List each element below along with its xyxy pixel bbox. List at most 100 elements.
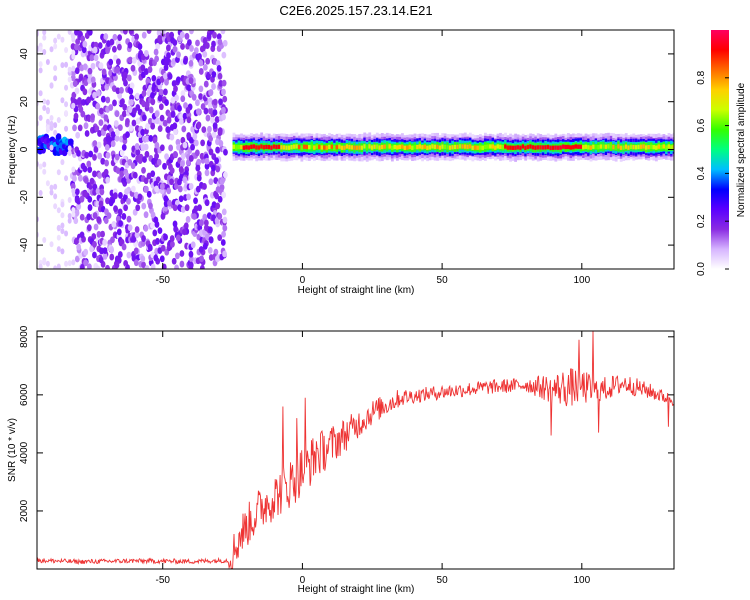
spectrogram-cell	[104, 144, 110, 151]
spectrogram-cell	[93, 146, 99, 153]
spectrogram-cell	[172, 39, 178, 47]
spectrogram-cell	[137, 193, 143, 201]
y-tick-label: 20	[19, 96, 30, 108]
spectrogram-cell	[390, 145, 394, 150]
y-tick-label: 2000	[19, 499, 30, 522]
spectrogram-cell	[126, 74, 132, 82]
spectrogram-cell	[516, 145, 520, 150]
spectrogram-cell	[154, 221, 160, 228]
spectrogram-cell	[184, 204, 190, 212]
spectrogram-cell	[109, 253, 115, 261]
spectrogram-cell	[92, 153, 97, 161]
spectrogram-cell	[49, 82, 54, 89]
spectrogram-cell	[144, 101, 150, 109]
spectrogram-cell	[186, 84, 192, 92]
spectrogram-cell	[215, 165, 221, 173]
spectrogram-cell	[67, 30, 72, 35]
x-tick-label: 100	[573, 575, 590, 586]
spectrogram-cell	[201, 126, 207, 134]
spectrogram-cell	[103, 217, 109, 224]
spectrogram-cell	[211, 201, 217, 209]
spectrogram-cell	[140, 255, 146, 263]
spectrogram-cell	[205, 233, 210, 241]
spectrogram-cell	[554, 145, 558, 150]
spectrogram-cell	[589, 145, 593, 150]
spectrogram-cell	[345, 144, 349, 149]
colorbar: 0.0 0.2 0.4 0.6 0.8 Normalized spectral ampl…	[696, 30, 747, 276]
spectrogram-cell	[77, 124, 83, 132]
spectrogram-cell	[622, 145, 626, 150]
snr-ylabel: SNR (10 * v/v)	[7, 418, 18, 482]
spectrogram-cell	[559, 145, 563, 150]
spectrogram-cell	[183, 102, 188, 109]
spectrogram-cell	[489, 144, 492, 149]
y-tick-label: 6000	[19, 383, 30, 406]
spectrogram-cell	[157, 34, 163, 42]
spectrogram-cell	[385, 144, 389, 149]
spectrogram-cell	[172, 204, 178, 212]
spectrogram-cell	[160, 244, 166, 252]
spectrogram-cell	[191, 208, 197, 216]
spectrogram-cell	[96, 89, 101, 97]
spectrogram-cell	[162, 119, 168, 127]
spectrogram-cell	[102, 239, 108, 246]
spectrogram-cell	[144, 265, 150, 269]
spectrogram-cell	[141, 31, 147, 39]
spectrogram-cell	[178, 195, 184, 203]
spectrogram-cell	[176, 143, 181, 151]
spectrogram-cell	[45, 99, 50, 106]
spectrogram-cell	[115, 66, 120, 74]
spectrogram-cell	[105, 96, 111, 104]
spectrogram-cell	[199, 152, 205, 160]
spectrogram-ylabel: Frequency (Hz)	[7, 116, 18, 185]
spectrogram-cell	[64, 61, 69, 68]
spectrogram-cell	[129, 82, 135, 90]
spectrogram-cell	[211, 214, 217, 222]
spectrogram-cell	[180, 43, 185, 50]
spectrogram-cell	[308, 145, 311, 150]
spectrogram-cell	[141, 235, 146, 242]
spectrogram-cell	[202, 242, 208, 250]
spectrogram-cell	[49, 184, 54, 191]
spectrogram-cell	[141, 90, 147, 97]
spectrogram-cell	[82, 40, 88, 48]
spectrogram-cell	[134, 231, 140, 239]
spectrogram-cell	[214, 116, 220, 123]
spectrogram-cell	[49, 114, 54, 121]
spectrogram-cell	[127, 224, 133, 232]
spectrogram-cell	[193, 139, 199, 147]
spectrogram-cell	[153, 254, 159, 262]
spectrogram-cell	[194, 149, 200, 157]
spectrogram-cell	[141, 202, 147, 210]
colorbar-tick-label: 0.8	[696, 70, 707, 84]
spectrogram-cell	[323, 145, 326, 150]
spectrogram-cell	[652, 145, 656, 150]
spectrogram-cell	[222, 216, 228, 224]
spectrogram-cell	[64, 46, 69, 53]
spectrogram-cell	[92, 140, 98, 147]
spectrogram-cell	[146, 30, 152, 34]
spectrogram-cell	[198, 68, 204, 75]
spectrogram-cell	[114, 129, 120, 137]
spectrogram-cell	[604, 144, 608, 149]
spectrogram-cell	[143, 224, 149, 232]
spectrogram-cell	[446, 145, 450, 150]
spectrogram-cell	[609, 144, 613, 149]
x-tick-label: 50	[437, 575, 449, 586]
spectrogram-cell	[612, 144, 616, 150]
spectrogram-cell	[214, 217, 220, 225]
spectrogram-cell	[272, 144, 276, 149]
spectrogram-cell	[125, 118, 130, 125]
spectrogram-cell	[80, 35, 86, 43]
spectrogram-cell	[662, 144, 666, 149]
spectrogram-cell	[169, 167, 175, 175]
spectrogram-cell	[56, 117, 61, 124]
spectrogram-cell	[169, 235, 175, 242]
spectrogram-cell	[453, 144, 457, 150]
spectrogram-cell	[77, 97, 82, 104]
spectrogram-cell	[514, 145, 517, 150]
spectrogram-cell	[388, 144, 392, 149]
spectrogram-cell	[147, 243, 153, 251]
spectrogram-cell	[150, 92, 155, 99]
spectrogram-cell	[103, 33, 109, 40]
